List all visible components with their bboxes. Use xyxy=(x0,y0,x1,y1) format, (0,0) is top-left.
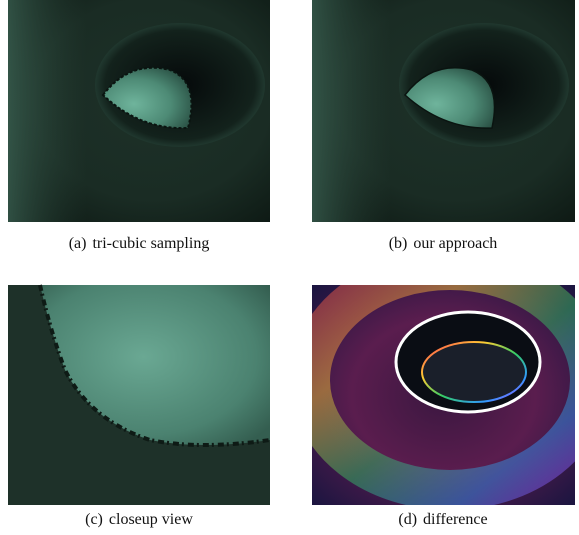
caption-text: (a) xyxy=(69,235,87,252)
caption-text: (c) xyxy=(85,511,103,528)
caption-text: (b) xyxy=(389,235,408,252)
caption-text: (d) xyxy=(398,511,417,528)
caption-text: difference xyxy=(423,511,488,528)
caption-text: our approach xyxy=(413,235,497,252)
render-d xyxy=(310,270,579,505)
render-a xyxy=(8,0,270,222)
caption-c: (c) closeup view xyxy=(85,511,193,528)
figure: (a) tri-cubic sampling (b) our approach (c… xyxy=(0,0,579,530)
render-c xyxy=(8,285,270,505)
caption-a: (a) tri-cubic sampling xyxy=(69,235,210,252)
render-b xyxy=(312,0,575,222)
caption-text: tri-cubic sampling xyxy=(92,235,209,252)
page: (a) tri-cubic sampling (b) our approach (c… xyxy=(0,0,579,530)
caption-text: closeup view xyxy=(109,511,193,528)
caption-d: (d) difference xyxy=(398,511,487,528)
caption-b: (b) our approach xyxy=(389,235,498,252)
